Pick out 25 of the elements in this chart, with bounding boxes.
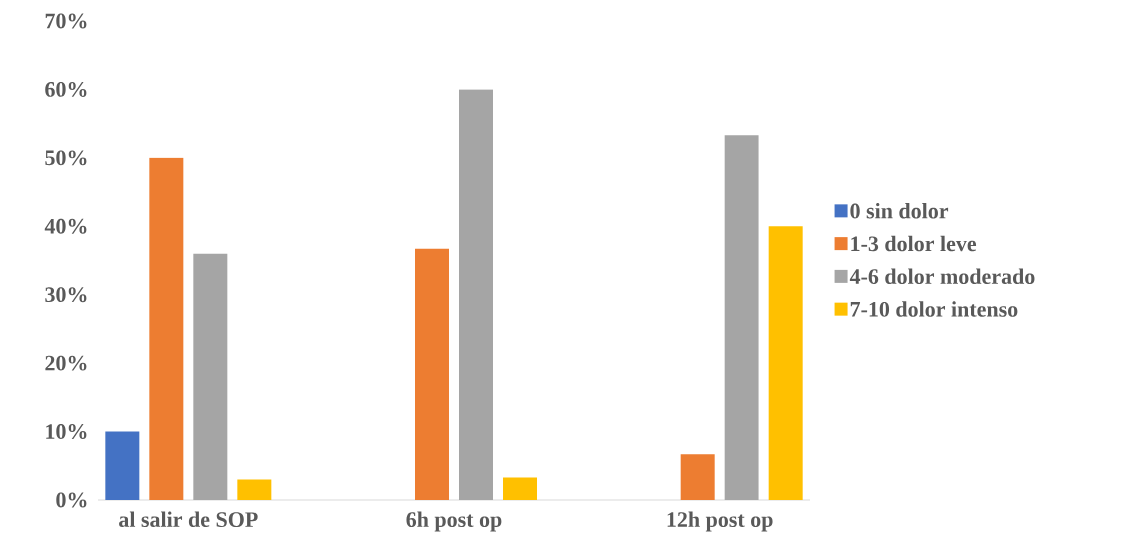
bar	[724, 135, 759, 500]
bar	[503, 477, 538, 500]
y-tick-label: 30%	[45, 287, 87, 303]
bar	[768, 226, 803, 500]
legend-label: 7-10 dolor intenso	[850, 301, 1018, 317]
bar	[149, 157, 184, 500]
y-tick-label: 20%	[45, 355, 87, 371]
y-tick-label: 50%	[45, 150, 87, 166]
y-tick-label: 60%	[45, 81, 87, 97]
y-tick-label: 0%	[56, 492, 87, 508]
bar	[237, 479, 272, 500]
bar	[415, 248, 450, 500]
bar	[193, 253, 228, 500]
legend-label: 0 sin dolor	[850, 202, 949, 219]
y-tick-label: 70%	[45, 13, 87, 29]
bar	[680, 454, 715, 500]
y-tick-label: 40%	[44, 218, 87, 234]
x-tick-label: 6h post op	[406, 511, 502, 532]
legend-label: 4-6 dolor moderado	[849, 268, 1035, 284]
y-tick-label: 10%	[46, 424, 87, 440]
bar	[459, 89, 494, 500]
x-tick-label: al salir de SOP	[119, 511, 258, 528]
bar	[105, 431, 140, 500]
x-tick-label: 12h post op	[667, 511, 773, 532]
legend-label: 1-3 dolor leve	[851, 235, 977, 252]
